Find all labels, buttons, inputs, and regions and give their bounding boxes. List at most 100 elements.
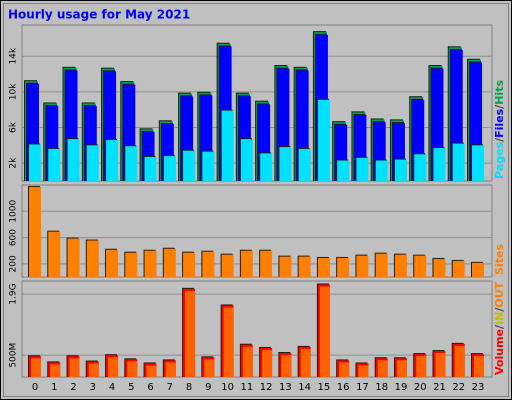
bar — [86, 145, 99, 181]
bar — [202, 251, 215, 277]
bar — [260, 153, 273, 181]
x-tick-label: 11 — [241, 382, 254, 393]
bar — [125, 252, 138, 277]
x-tick-label: 20 — [414, 382, 427, 393]
y-tick-label: 1000 — [9, 200, 19, 223]
bar-inner — [416, 356, 427, 377]
bar — [48, 231, 61, 277]
bar — [472, 262, 484, 277]
x-tick-label: 21 — [433, 382, 446, 393]
y-tick-label: 14k — [9, 47, 19, 64]
x-tick-label: 6 — [147, 382, 153, 393]
x-tick-label: 2 — [70, 382, 76, 393]
bar-inner — [396, 360, 407, 377]
bar-inner — [185, 290, 196, 377]
bar — [86, 240, 99, 277]
bar — [337, 257, 350, 277]
bar — [163, 156, 176, 181]
bar — [279, 256, 292, 277]
legend-entry: Hits — [493, 80, 506, 105]
bar — [433, 148, 446, 181]
legend-entry: Volume — [493, 329, 506, 375]
bar-inner — [127, 361, 138, 377]
bar-inner — [165, 362, 176, 377]
legend-separator: / — [493, 137, 506, 142]
y-tick-label: 200 — [9, 255, 19, 272]
bar — [144, 156, 157, 181]
x-tick-label: 17 — [356, 382, 369, 393]
bar-inner — [377, 360, 388, 377]
bar — [337, 160, 350, 181]
bar — [125, 146, 138, 181]
x-tick-label: 0 — [32, 382, 38, 393]
legend-separator: / — [493, 307, 506, 312]
bar — [452, 143, 465, 181]
legend: Volume/IN/OUT — [493, 281, 506, 375]
y-tick-label: 600 — [9, 229, 19, 246]
chart-title: Hourly usage for May 2021 — [8, 8, 190, 22]
bar — [221, 254, 234, 277]
x-tick-label: 23 — [472, 382, 485, 393]
bar — [279, 147, 292, 181]
bar — [375, 253, 388, 277]
bar-inner — [339, 362, 350, 377]
bar — [183, 150, 196, 181]
bar-inner — [262, 349, 273, 377]
y-tick-label: 1.9G — [9, 283, 19, 304]
bar — [48, 148, 61, 181]
legend-entry: IN — [493, 312, 506, 325]
bar — [298, 256, 311, 277]
bar — [240, 250, 253, 277]
x-tick-label: 15 — [318, 382, 331, 393]
bar-inner — [223, 307, 234, 377]
legend: Pages/Files/Hits — [493, 80, 506, 179]
bar-inner — [108, 357, 119, 377]
x-tick-label: 7 — [167, 382, 173, 393]
x-tick-label: 22 — [452, 382, 465, 393]
bar — [240, 139, 253, 181]
bar — [67, 139, 80, 181]
legend-entry: OUT — [493, 281, 506, 307]
bar-inner — [88, 363, 99, 377]
bar — [163, 248, 176, 277]
x-tick-label: 13 — [279, 382, 292, 393]
x-tick-label: 19 — [395, 382, 408, 393]
x-tick-label: 14 — [298, 382, 311, 393]
legend: Sites — [493, 244, 506, 275]
bar — [394, 159, 407, 181]
bar — [260, 250, 273, 277]
bar — [452, 260, 465, 277]
bar — [298, 148, 311, 181]
bar — [414, 255, 427, 277]
bar — [414, 154, 427, 181]
y-tick-label: 2k — [9, 157, 19, 169]
bar-inner — [204, 359, 215, 377]
x-tick-label: 18 — [375, 382, 388, 393]
x-tick-label: 9 — [205, 382, 211, 393]
bar — [221, 110, 234, 181]
bar-inner — [474, 356, 484, 377]
bar — [106, 139, 119, 181]
bar — [144, 250, 157, 277]
bar-inner — [69, 358, 80, 377]
x-tick-label: 5 — [128, 382, 134, 393]
legend-separator: / — [493, 104, 506, 109]
y-tick-label: 500M — [9, 343, 19, 368]
bar — [356, 157, 369, 181]
bar-inner — [358, 365, 369, 377]
inner-frame — [3, 3, 509, 397]
x-tick-label: 8 — [186, 382, 192, 393]
bar — [356, 255, 369, 277]
x-tick-label: 10 — [221, 382, 234, 393]
legend-entry: Pages — [493, 141, 506, 179]
bar — [183, 252, 196, 277]
bar — [375, 160, 388, 181]
bar — [29, 186, 41, 277]
bar-inner — [454, 345, 465, 377]
bar — [106, 249, 119, 277]
x-tick-label: 4 — [109, 382, 115, 393]
bar-inner — [435, 353, 446, 377]
bar — [67, 238, 80, 277]
